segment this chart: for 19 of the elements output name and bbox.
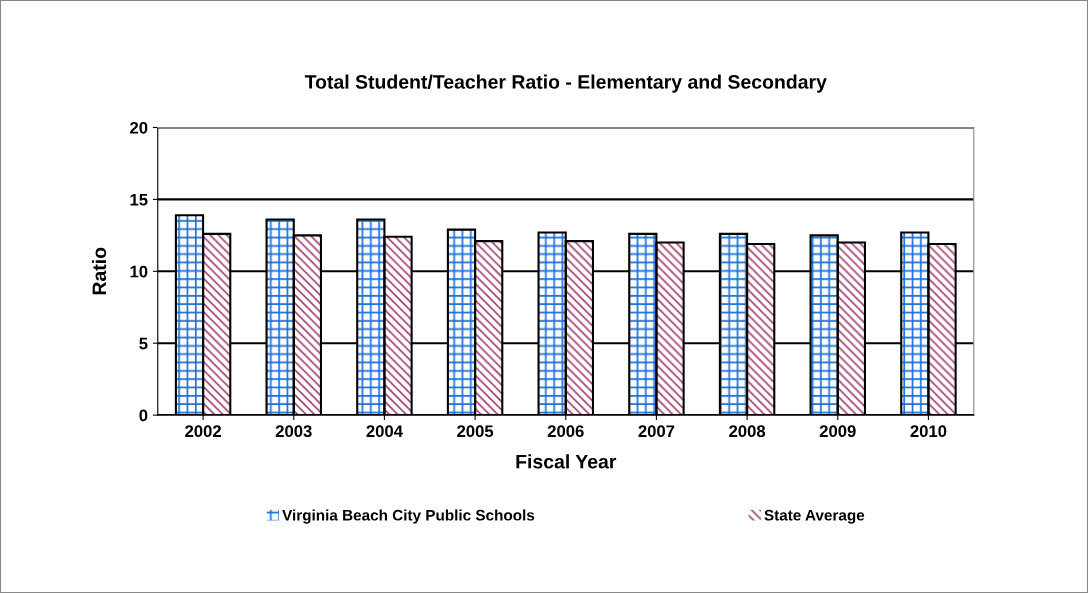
x-tick-label: 2010: [910, 425, 947, 438]
x-tick-label: 2003: [275, 425, 312, 438]
x-tick-label: 2004: [366, 425, 403, 438]
legend-label: State Average: [764, 509, 865, 524]
y-tick-label: 0: [139, 409, 148, 422]
x-tick-label: 2008: [729, 425, 766, 438]
legend-label: Virginia Beach City Public Schools: [282, 509, 535, 524]
y-tick-label: 15: [130, 193, 148, 206]
y-tick-label: 20: [130, 121, 148, 134]
x-tick-label: 2006: [547, 425, 584, 438]
y-tick-label: 10: [130, 265, 148, 278]
x-axis-title: Fiscal Year: [516, 454, 617, 469]
y-tick-label: 5: [139, 337, 148, 350]
chart-title: Total Student/Teacher Ratio - Elementary and Secondary: [304, 74, 827, 93]
y-axis-title: Ratio: [91, 247, 107, 295]
x-tick-label: 2002: [185, 425, 221, 438]
x-tick-label: 2007: [638, 425, 675, 438]
x-tick-label: 2005: [457, 425, 494, 438]
x-tick-label: 2009: [819, 425, 856, 438]
